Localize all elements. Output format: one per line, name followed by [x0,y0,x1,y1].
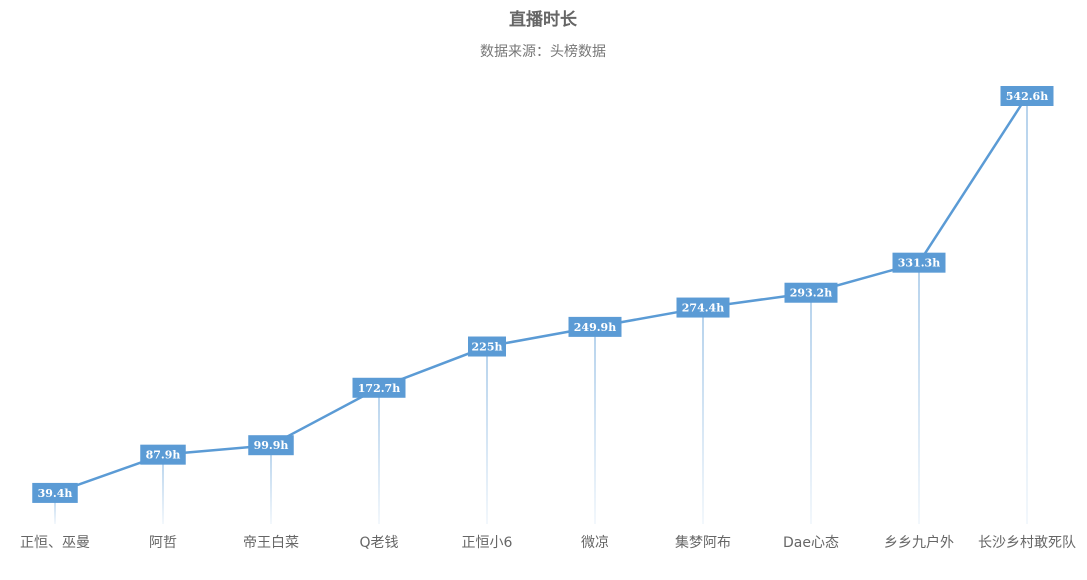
drop-line [702,307,704,524]
chart-title: 直播时长 [509,9,578,30]
drop-line [1026,96,1028,524]
drop-line [918,262,920,524]
label-box [352,377,406,398]
x-tick-label: 长沙乡村敢死队 [978,535,1076,551]
label-box [784,282,838,303]
data-label: 87.9h [146,449,181,462]
label-box [248,435,294,456]
x-tick-label: 帝王白菜 [243,535,299,551]
drop-line [378,387,380,524]
drop-line [270,445,272,524]
drop-line [162,454,164,524]
chart-subtitle: 数据来源：头榜数据 [480,43,606,60]
label-box [1000,86,1054,106]
drop-line [810,292,812,524]
x-tick-label: Q老钱 [359,535,398,551]
data-label: 39.4h [38,487,73,500]
data-label: 225h [472,341,503,354]
data-label: 293.2h [790,287,832,300]
data-label: 274.4h [682,302,724,315]
drop-line [594,326,596,524]
x-tick-label: Dae心态 [783,535,839,551]
x-tick-label: 正恒、巫曼 [20,535,90,551]
data-label: 542.6h [1006,90,1048,103]
x-tick-label: 乡乡九户外 [884,534,954,551]
label-box [140,444,186,465]
label-box [676,297,730,318]
x-tick-label: 集梦阿布 [675,534,731,551]
data-label: 99.9h [254,439,289,452]
x-tick-label: 正恒小6 [462,535,513,551]
data-label: 249.9h [574,321,616,334]
data-label: 331.3h [898,257,940,270]
drop-line [486,346,488,524]
label-box [568,316,622,337]
line [54,95,1029,495]
drop-line [54,492,56,524]
label-box [892,252,946,273]
label-box [468,336,506,357]
x-tick-label: 阿哲 [149,535,177,551]
data-label: 172.7h [358,382,400,395]
label-box [32,482,78,503]
x-tick-label: 微凉 [581,535,609,551]
